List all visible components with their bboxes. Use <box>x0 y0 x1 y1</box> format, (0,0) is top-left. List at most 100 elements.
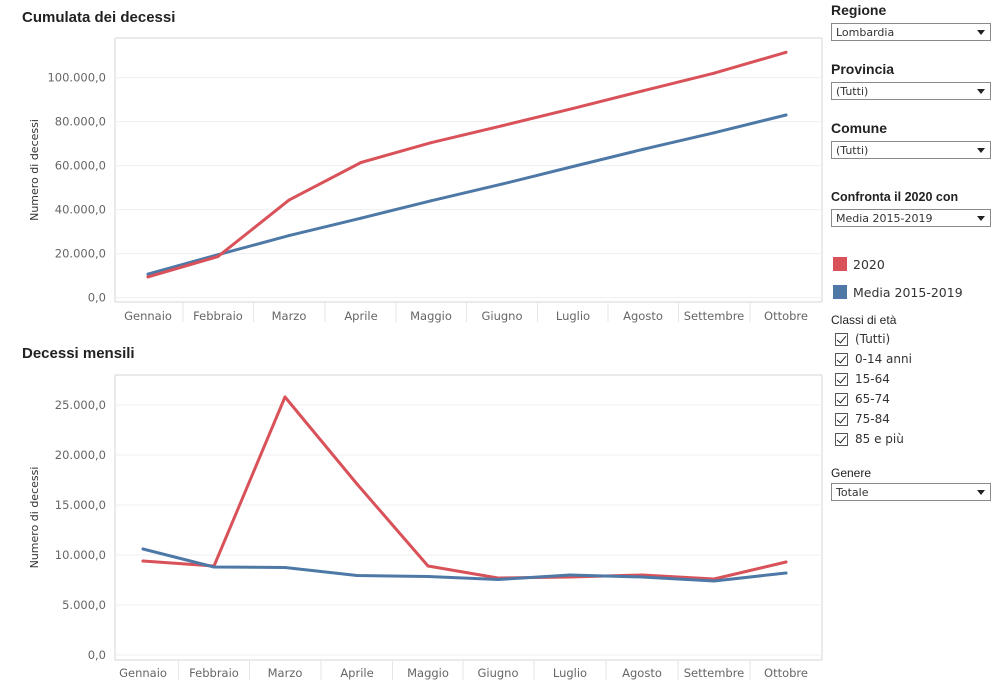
legend-label-2020: 2020 <box>853 257 885 272</box>
data-point-media-2015-2019[interactable] <box>784 113 788 117</box>
y-tick-label: 80.000,0 <box>55 115 106 129</box>
data-point-2020[interactable] <box>216 255 220 258</box>
data-point-2020[interactable] <box>141 559 145 563</box>
filter-label-regione: Regione <box>831 2 887 18</box>
age-checkbox-label: 0-14 anni <box>855 352 912 366</box>
data-point-media-2015-2019[interactable] <box>641 147 645 151</box>
data-point-media-2015-2019[interactable] <box>784 571 788 575</box>
data-point-media-2015-2019[interactable] <box>568 573 572 577</box>
provincia-value: (Tutti) <box>836 85 869 98</box>
genere-value: Totale <box>836 486 869 499</box>
provincia-dropdown[interactable]: (Tutti) <box>831 82 991 100</box>
x-tick-label: Agosto <box>622 666 662 680</box>
x-tick-label: Luglio <box>553 666 587 680</box>
data-point-2020[interactable] <box>355 482 359 486</box>
data-point-media-2015-2019[interactable] <box>359 216 363 220</box>
data-point-2020[interactable] <box>712 71 716 75</box>
legend-swatch-media <box>833 285 847 299</box>
data-point-media-2015-2019[interactable] <box>640 575 644 579</box>
data-point-media-2015-2019[interactable] <box>212 565 216 569</box>
checkbox-checked-icon[interactable] <box>835 373 848 386</box>
x-tick-label: Giugno <box>481 309 522 323</box>
x-tick-label: Marzo <box>272 309 307 323</box>
genere-dropdown[interactable]: Totale <box>831 483 991 501</box>
x-tick-label: Febbraio <box>193 309 243 323</box>
x-tick-label: Gennaio <box>124 309 172 323</box>
filter-label-confronta: Confronta il 2020 con <box>831 190 959 204</box>
data-point-media-2015-2019[interactable] <box>355 574 359 577</box>
x-tick-label: Luglio <box>556 309 590 323</box>
chevron-down-icon <box>977 490 985 495</box>
data-point-2020[interactable] <box>500 124 504 128</box>
checkbox-checked-icon[interactable] <box>835 413 848 426</box>
filter-label-classi-eta: Classi di età <box>831 313 897 327</box>
data-point-media-2015-2019[interactable] <box>426 575 430 578</box>
checkbox-checked-icon[interactable] <box>835 333 848 346</box>
data-point-2020[interactable] <box>641 89 645 93</box>
data-point-media-2015-2019[interactable] <box>571 165 575 168</box>
comune-dropdown[interactable]: (Tutti) <box>831 141 991 159</box>
filter-label-comune: Comune <box>831 120 887 136</box>
data-point-2020[interactable] <box>784 50 788 54</box>
x-tick-label: Aprile <box>344 309 377 323</box>
chevron-down-icon <box>977 30 985 35</box>
data-point-media-2015-2019[interactable] <box>500 182 504 186</box>
y-tick-label: 0,0 <box>88 291 106 305</box>
cumulative-deaths-chart: 0,0 20.000,0 40.000,0 60.000,0 80.000,0 100.0… <box>28 37 823 323</box>
chevron-down-icon <box>977 148 985 153</box>
x-tick-label: Maggio <box>410 309 452 323</box>
y-tick-label: 40.000,0 <box>55 203 106 217</box>
checkbox-checked-icon[interactable] <box>835 353 848 366</box>
y-tick-label: 20.000,0 <box>55 448 106 462</box>
data-point-2020[interactable] <box>571 106 575 110</box>
x-tick-label: Gennaio <box>119 666 167 680</box>
chart-title-cumulative: Cumulata dei decessi <box>22 9 176 26</box>
age-checkbox-label: 75-84 <box>855 412 890 426</box>
legend-label-media: Media 2015-2019 <box>853 285 963 300</box>
x-tick-label: Ottobre <box>764 309 808 323</box>
y-tick-label: 15.000,0 <box>55 498 106 512</box>
y-tick-label: 20.000,0 <box>55 247 106 261</box>
series-line-media-2015-2019[interactable] <box>141 547 788 583</box>
y-tick-label: 60.000,0 <box>55 159 106 173</box>
age-checkbox-label: 65-74 <box>855 392 890 406</box>
confronta-value: Media 2015-2019 <box>836 212 933 225</box>
data-point-2020[interactable] <box>429 141 433 145</box>
age-checkbox-label: 85 e più <box>855 432 904 446</box>
data-point-2020[interactable] <box>146 275 150 279</box>
checkbox-checked-icon[interactable] <box>835 393 848 406</box>
data-point-2020[interactable] <box>784 560 788 564</box>
checkbox-checked-icon[interactable] <box>835 433 848 446</box>
age-checkbox-label: (Tutti) <box>855 332 891 346</box>
x-tick-label: Marzo <box>268 666 303 680</box>
x-tick-label: Agosto <box>623 309 663 323</box>
y-tick-label: 0,0 <box>88 648 106 662</box>
data-point-media-2015-2019[interactable] <box>146 272 150 276</box>
data-point-2020[interactable] <box>283 395 287 399</box>
data-point-media-2015-2019[interactable] <box>496 578 500 581</box>
data-point-media-2015-2019[interactable] <box>712 579 716 583</box>
confronta-dropdown[interactable]: Media 2015-2019 <box>831 209 991 227</box>
comune-value: (Tutti) <box>836 144 869 157</box>
data-point-2020[interactable] <box>287 198 291 202</box>
y-tick-label: 5.000,0 <box>62 598 106 612</box>
monthly-deaths-chart: 0,0 5.000,0 10.000,0 15.000,0 20.000,0 25.000… <box>28 374 823 680</box>
legend-swatch-2020 <box>833 257 847 271</box>
data-point-media-2015-2019[interactable] <box>429 199 433 203</box>
chevron-down-icon <box>977 89 985 94</box>
data-point-2020[interactable] <box>359 161 363 164</box>
y-tick-label: 25.000,0 <box>55 398 106 412</box>
series-line-2020[interactable] <box>146 50 788 279</box>
regione-dropdown[interactable]: Lombardia <box>831 23 991 41</box>
data-point-media-2015-2019[interactable] <box>141 547 145 551</box>
series-line-media-2015-2019[interactable] <box>146 113 788 276</box>
y-tick-label: 100.000,0 <box>47 71 106 85</box>
data-point-media-2015-2019[interactable] <box>283 566 287 569</box>
series-line-2020[interactable] <box>141 395 788 581</box>
x-tick-label: Giugno <box>477 666 518 680</box>
data-point-media-2015-2019[interactable] <box>287 234 291 238</box>
data-point-2020[interactable] <box>426 564 430 568</box>
data-point-media-2015-2019[interactable] <box>712 131 716 135</box>
age-checkbox-label: 15-64 <box>855 372 890 386</box>
x-tick-label: Febbraio <box>189 666 239 680</box>
